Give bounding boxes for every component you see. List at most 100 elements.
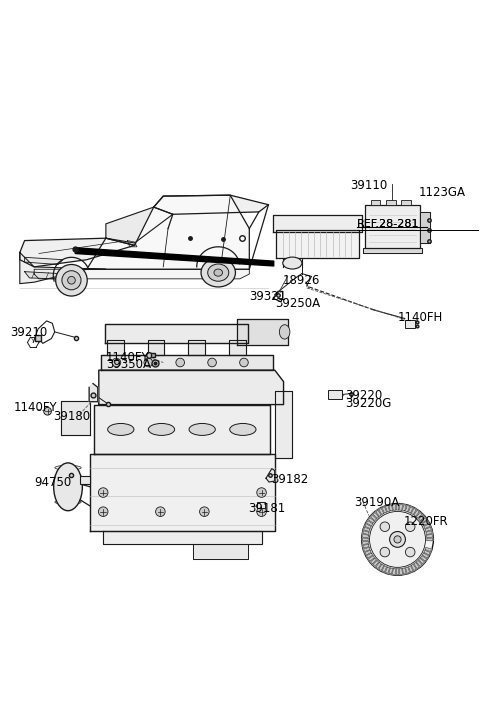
Polygon shape [408,566,413,572]
Circle shape [98,507,108,516]
Polygon shape [24,257,63,265]
Ellipse shape [54,463,83,510]
Polygon shape [106,324,248,344]
Circle shape [370,511,425,568]
Polygon shape [414,563,419,568]
Bar [371,200,380,204]
Ellipse shape [279,325,290,339]
Polygon shape [393,568,396,574]
Circle shape [112,358,120,367]
Bar [328,390,342,399]
Polygon shape [362,542,369,544]
Polygon shape [376,563,381,568]
Polygon shape [420,212,430,243]
Polygon shape [107,339,124,355]
Polygon shape [393,505,396,510]
Circle shape [390,531,406,547]
Polygon shape [364,547,370,552]
Text: 39250A: 39250A [276,297,321,310]
Polygon shape [362,538,368,541]
Ellipse shape [55,474,81,479]
Polygon shape [90,455,275,531]
Polygon shape [379,508,384,515]
Polygon shape [403,505,406,511]
Text: 39181: 39181 [248,502,286,515]
Ellipse shape [230,423,256,436]
Bar [80,476,90,484]
Bar [401,200,411,204]
Polygon shape [399,505,403,510]
Polygon shape [275,392,292,458]
Polygon shape [34,269,249,279]
Text: 39182: 39182 [271,473,308,486]
Polygon shape [237,318,288,345]
Text: REF.28-281: REF.28-281 [357,219,420,229]
Text: 94750: 94750 [34,476,72,489]
Polygon shape [106,207,173,243]
Polygon shape [379,564,384,571]
Text: 39180: 39180 [53,410,90,423]
Polygon shape [229,339,246,355]
Polygon shape [89,384,98,402]
Polygon shape [20,239,134,267]
Circle shape [98,488,108,497]
Polygon shape [419,558,424,564]
Polygon shape [266,468,275,482]
Bar [365,204,420,248]
Polygon shape [366,521,372,526]
Polygon shape [371,515,376,521]
Polygon shape [95,405,270,455]
Polygon shape [103,531,262,544]
Polygon shape [365,524,371,529]
Polygon shape [396,569,399,574]
Circle shape [62,270,81,290]
Ellipse shape [148,423,175,436]
Polygon shape [420,518,427,523]
Bar [257,502,264,507]
Text: REF.28-281: REF.28-281 [357,219,420,229]
Text: 39350A: 39350A [106,358,151,371]
Polygon shape [420,556,427,561]
Ellipse shape [214,269,223,276]
Ellipse shape [55,500,81,505]
Polygon shape [154,195,268,215]
Polygon shape [427,534,432,537]
Circle shape [394,536,401,543]
Polygon shape [189,339,205,355]
Polygon shape [276,231,359,258]
Text: 1220FR: 1220FR [403,515,448,528]
Circle shape [144,358,153,367]
Circle shape [361,504,433,575]
Polygon shape [366,553,372,558]
Polygon shape [419,515,424,521]
Polygon shape [373,560,379,566]
Polygon shape [87,195,249,269]
Circle shape [380,522,390,531]
Ellipse shape [55,483,81,487]
Text: 39110: 39110 [350,179,387,192]
Ellipse shape [283,257,302,269]
Polygon shape [399,568,403,574]
Polygon shape [363,531,369,534]
Polygon shape [416,513,422,518]
Bar [405,320,415,328]
Text: 39321: 39321 [249,290,287,303]
Polygon shape [408,507,413,513]
Circle shape [208,358,216,367]
Circle shape [406,547,415,557]
Polygon shape [411,564,416,571]
Polygon shape [61,401,90,435]
Polygon shape [101,355,273,370]
Polygon shape [389,568,393,574]
Polygon shape [416,560,422,566]
Polygon shape [389,505,393,511]
Polygon shape [403,568,406,574]
Bar [386,200,396,204]
Circle shape [257,507,266,516]
Polygon shape [406,505,409,512]
Polygon shape [424,524,430,529]
Polygon shape [427,538,432,541]
Circle shape [176,358,184,367]
Polygon shape [193,544,248,560]
Polygon shape [382,507,386,513]
